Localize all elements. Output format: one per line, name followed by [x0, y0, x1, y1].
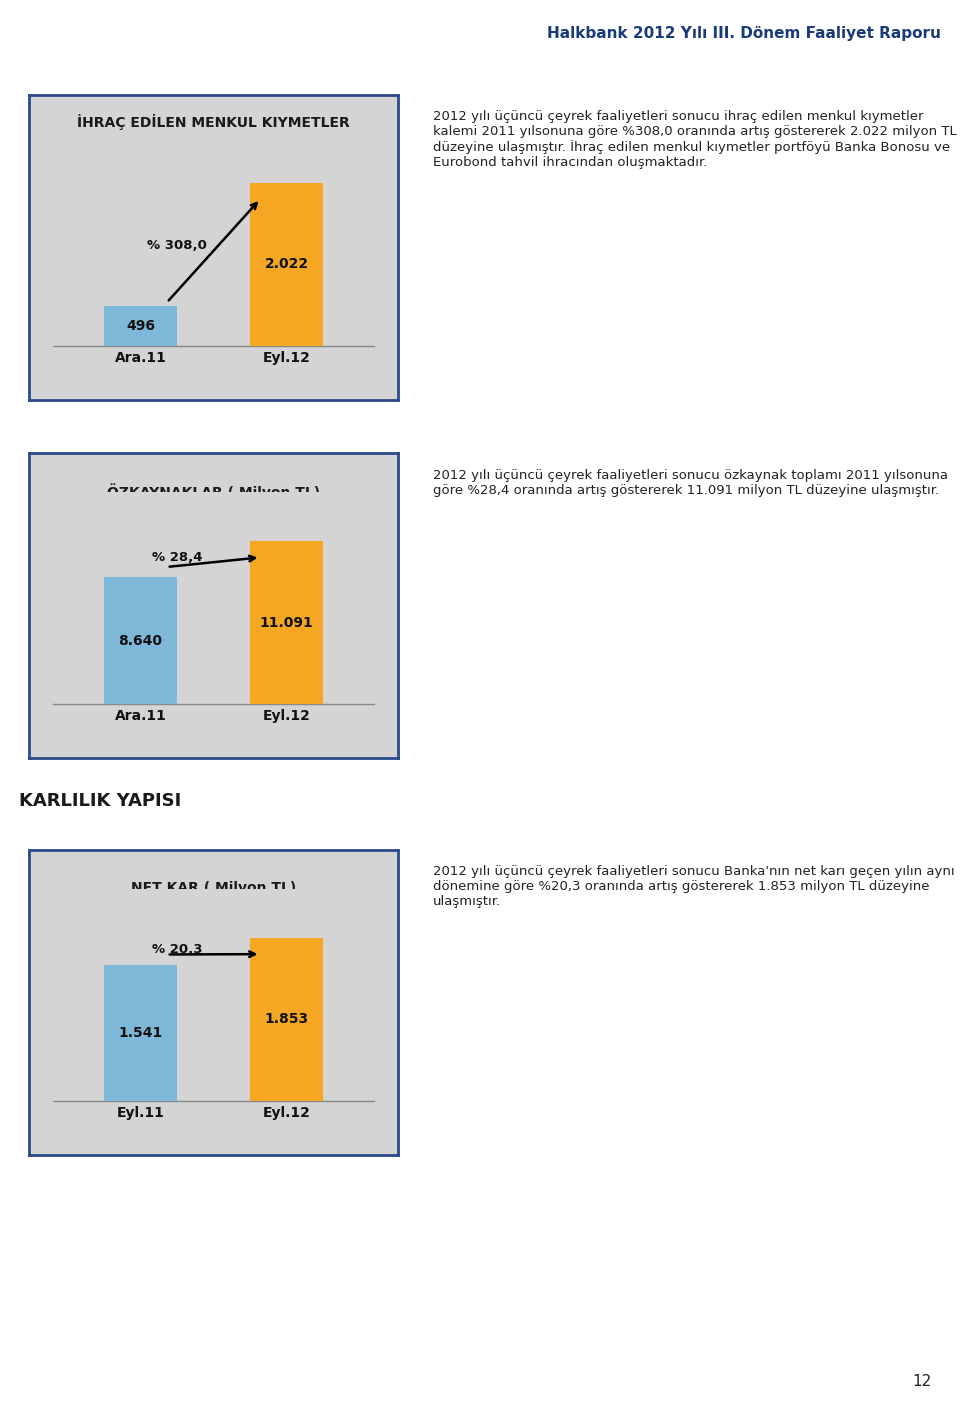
Text: % 28,4: % 28,4 — [152, 551, 203, 564]
Bar — [251, 541, 324, 704]
Text: 2012 yılı üçüncü çeyrek faaliyetleri sonucu ihraç edilen menkul kıymetler kalemi: 2012 yılı üçüncü çeyrek faaliyetleri son… — [433, 111, 956, 170]
Text: ( Milyon TL): ( Milyon TL) — [167, 139, 260, 153]
Text: 1.853: 1.853 — [265, 1012, 309, 1026]
Text: KARLILIK YAPISI: KARLILIK YAPISI — [19, 792, 181, 809]
Text: 1.541: 1.541 — [118, 1026, 162, 1040]
Text: 8.640: 8.640 — [118, 633, 162, 648]
Text: İHRAÇ EDİLEN MENKUL KIYMETLER: İHRAÇ EDİLEN MENKUL KIYMETLER — [77, 115, 350, 130]
Text: % 308,0: % 308,0 — [147, 239, 207, 252]
Text: 11.091: 11.091 — [260, 615, 314, 629]
Bar — [251, 183, 324, 346]
Text: ÖZKAYNAKLAR ( Milyon TL): ÖZKAYNAKLAR ( Milyon TL) — [107, 483, 321, 500]
Bar — [251, 938, 324, 1101]
Text: 496: 496 — [126, 319, 155, 333]
Bar — [104, 577, 177, 704]
Text: Halkbank 2012 Yılı III. Dönem Faaliyet Raporu: Halkbank 2012 Yılı III. Dönem Faaliyet R… — [547, 26, 941, 41]
Text: 2.022: 2.022 — [265, 256, 309, 271]
Text: 2012 yılı üçüncü çeyrek faaliyetleri sonucu özkaynak toplamı 2011 yılsonuna göre: 2012 yılı üçüncü çeyrek faaliyetleri son… — [433, 469, 948, 497]
Bar — [104, 965, 177, 1101]
Text: % 20,3: % 20,3 — [152, 942, 203, 956]
Text: 2012 yılı üçüncü çeyrek faaliyetleri sonucu Banka'nın net karı geçen yılın aynı : 2012 yılı üçüncü çeyrek faaliyetleri son… — [433, 866, 954, 908]
Text: NET KAR ( Milyon TL): NET KAR ( Milyon TL) — [131, 881, 297, 896]
Text: 12: 12 — [912, 1374, 931, 1389]
Bar — [104, 306, 177, 346]
